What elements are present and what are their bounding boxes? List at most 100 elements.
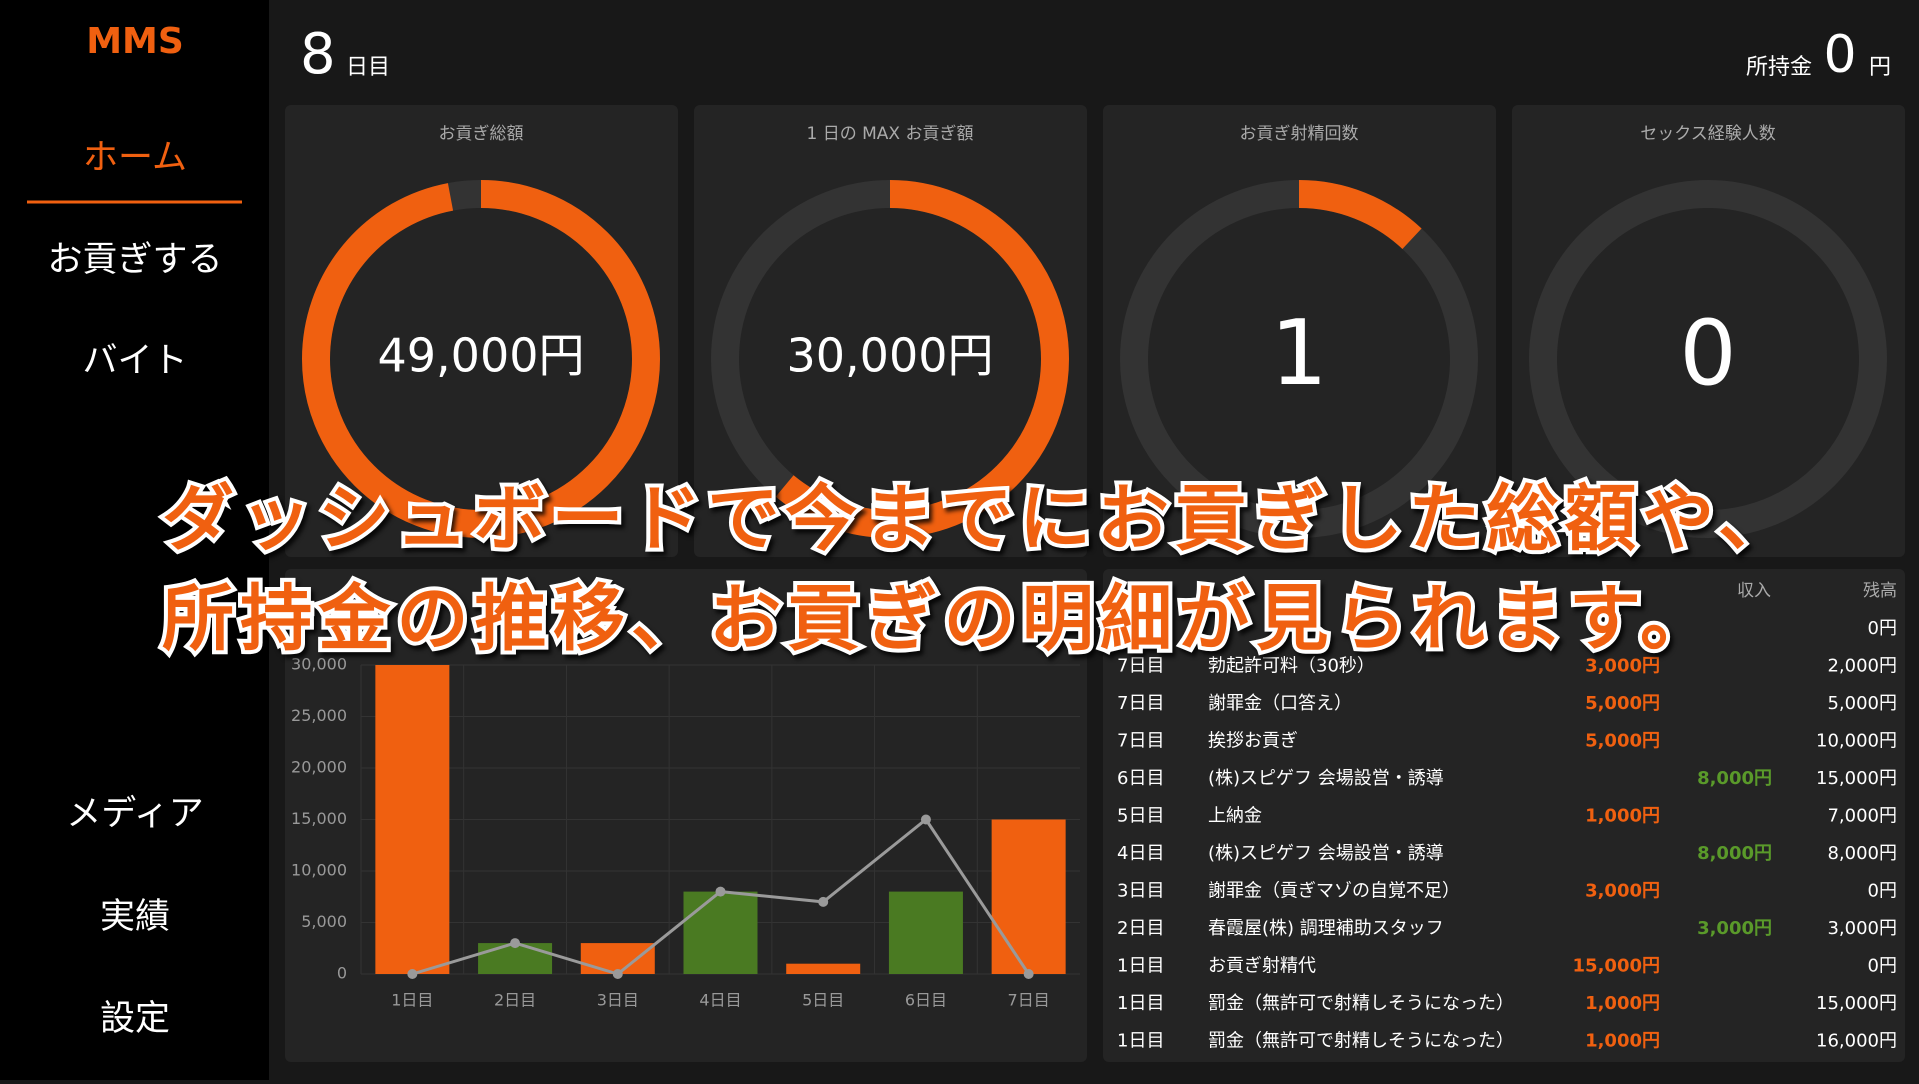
gauge-arc bbox=[302, 180, 660, 538]
gauge-value: 30,000円 bbox=[787, 329, 994, 383]
table-cell: 上納金 bbox=[1208, 806, 1262, 827]
table-header: 収入 bbox=[1737, 581, 1771, 601]
table-cell: 16,000円 bbox=[1816, 1031, 1897, 1052]
table-panel bbox=[1103, 569, 1905, 1062]
table-cell: 7日目 bbox=[1117, 731, 1164, 752]
gauge-value: 0 bbox=[1679, 301, 1736, 406]
x-tick-label: 1日目 bbox=[391, 991, 433, 1010]
table-cell: お貢ぎ射精代 bbox=[1208, 956, 1316, 977]
y-tick-label: 10,000 bbox=[291, 861, 347, 880]
gauge-value: 49,000円 bbox=[378, 329, 585, 383]
y-tick-label: 15,000 bbox=[291, 809, 347, 828]
gauge-arc bbox=[711, 180, 1069, 538]
table-cell: 挨拶お貢ぎ bbox=[1208, 731, 1298, 752]
table-cell: 15,000円 bbox=[1816, 768, 1897, 789]
bar bbox=[478, 943, 553, 974]
card-title: 1 日の MAX お貢ぎ額 bbox=[807, 124, 974, 144]
table-cell: 謝罪金（口答え） bbox=[1208, 693, 1352, 714]
bar bbox=[991, 819, 1066, 974]
x-tick-label: 6日目 bbox=[905, 991, 947, 1010]
nav-item[interactable]: 実績 bbox=[100, 897, 170, 937]
line-point bbox=[612, 969, 623, 979]
nav-item[interactable]: ホーム bbox=[83, 138, 187, 178]
table-cell: 2,000円 bbox=[1827, 656, 1897, 677]
table-cell: 1日目 bbox=[1117, 956, 1164, 977]
nav-item[interactable]: お貢ぎする bbox=[47, 240, 222, 280]
table-cell: 1日目 bbox=[1117, 1031, 1164, 1052]
table-cell: 8,000円 bbox=[1827, 843, 1897, 864]
line-point bbox=[818, 896, 829, 907]
bar bbox=[580, 943, 655, 974]
table-cell: 1,000円 bbox=[1585, 806, 1660, 827]
table-cell: 8,000円 bbox=[1697, 843, 1772, 864]
table-cell: 3日目 bbox=[1117, 881, 1164, 902]
table-cell: 5,000円 bbox=[1827, 693, 1897, 714]
bar bbox=[888, 891, 963, 974]
bar bbox=[786, 963, 861, 974]
line-point bbox=[715, 886, 726, 897]
card-title: お貢ぎ総額 bbox=[439, 124, 524, 144]
x-tick-label: 3日目 bbox=[597, 991, 639, 1010]
chart-panel bbox=[285, 569, 1087, 1062]
nav-item[interactable]: バイト bbox=[82, 341, 187, 381]
table-cell: 3,000円 bbox=[1697, 918, 1772, 939]
nav-item[interactable]: 設定 bbox=[100, 999, 170, 1039]
table-cell: 0円 bbox=[1868, 618, 1897, 639]
x-tick-label: 2日目 bbox=[494, 991, 536, 1010]
day: 8 bbox=[300, 22, 336, 87]
table-cell: 罰金（無許可で射精しそうになった） bbox=[1208, 993, 1514, 1014]
table-cell: 5,000円 bbox=[1585, 693, 1660, 714]
day-unit: 日目 bbox=[346, 55, 390, 80]
caption-line: 所持金の推移、お貢ぎの明細が見られます。 bbox=[162, 577, 1712, 661]
gauge-value: 1 bbox=[1270, 301, 1327, 406]
bar bbox=[683, 891, 758, 974]
card-title: お貢ぎ射精回数 bbox=[1240, 124, 1359, 144]
table-cell: 罰金（無許可で射精しそうになった） bbox=[1208, 1031, 1514, 1052]
line-point bbox=[1023, 969, 1034, 979]
table-cell: 6日目 bbox=[1117, 768, 1164, 789]
x-tick-label: 7日目 bbox=[1008, 991, 1050, 1010]
x-tick-label: 4日目 bbox=[699, 991, 741, 1010]
table-cell: 1,000円 bbox=[1585, 993, 1660, 1014]
table-cell: 8,000円 bbox=[1697, 768, 1772, 789]
table-cell: 5日目 bbox=[1117, 806, 1164, 827]
table-cell: 7日目 bbox=[1117, 693, 1164, 714]
table-cell: 10,000円 bbox=[1816, 731, 1897, 752]
money-label: 所持金 bbox=[1746, 55, 1812, 80]
logo: MMS bbox=[86, 21, 184, 62]
gauge-track bbox=[1529, 180, 1887, 538]
bar bbox=[375, 665, 450, 974]
table-cell: 春霞屋(株) 調理補助スタッフ bbox=[1208, 918, 1444, 939]
card-title: セックス経験人数 bbox=[1640, 124, 1776, 144]
table-cell: 15,000円 bbox=[1816, 993, 1897, 1014]
table-cell: 5,000円 bbox=[1585, 731, 1660, 752]
y-tick-label: 20,000 bbox=[291, 758, 347, 777]
table-cell: 勃起許可料（30秒） bbox=[1208, 656, 1375, 677]
table-cell: 0円 bbox=[1868, 881, 1897, 902]
table-cell: 15,000円 bbox=[1573, 956, 1660, 977]
sidebar bbox=[0, 0, 269, 1080]
y-tick-label: 30,000 bbox=[291, 655, 347, 674]
money-unit: 円 bbox=[1869, 55, 1891, 80]
y-tick-label: 25,000 bbox=[291, 706, 347, 725]
x-tick-label: 5日目 bbox=[802, 991, 844, 1010]
table-cell: 7日目 bbox=[1117, 656, 1164, 677]
y-tick-label: 0 bbox=[337, 964, 347, 983]
table-header: 残高 bbox=[1863, 581, 1897, 601]
table-cell: (株)スピゲフ 会場設営・誘導 bbox=[1208, 768, 1444, 789]
line-point bbox=[920, 814, 931, 825]
table-cell: 3,000円 bbox=[1585, 656, 1660, 677]
table-cell: 1,000円 bbox=[1585, 1031, 1660, 1052]
nav-item[interactable]: メディア bbox=[66, 794, 204, 834]
line-point bbox=[510, 938, 521, 949]
money: 0 bbox=[1823, 25, 1856, 85]
caption-line: ダッシュボードで今までにお貢ぎした総額や、 bbox=[162, 477, 1790, 561]
table-cell: 3,000円 bbox=[1827, 918, 1897, 939]
y-tick-label: 5,000 bbox=[301, 912, 347, 931]
table-cell: 1日目 bbox=[1117, 993, 1164, 1014]
table-cell: 謝罪金（貢ぎマゾの自覚不足） bbox=[1208, 881, 1460, 902]
gauge-arc bbox=[1120, 180, 1478, 538]
table-cell: 0円 bbox=[1868, 956, 1897, 977]
table-cell: (株)スピゲフ 会場設営・誘導 bbox=[1208, 843, 1444, 864]
